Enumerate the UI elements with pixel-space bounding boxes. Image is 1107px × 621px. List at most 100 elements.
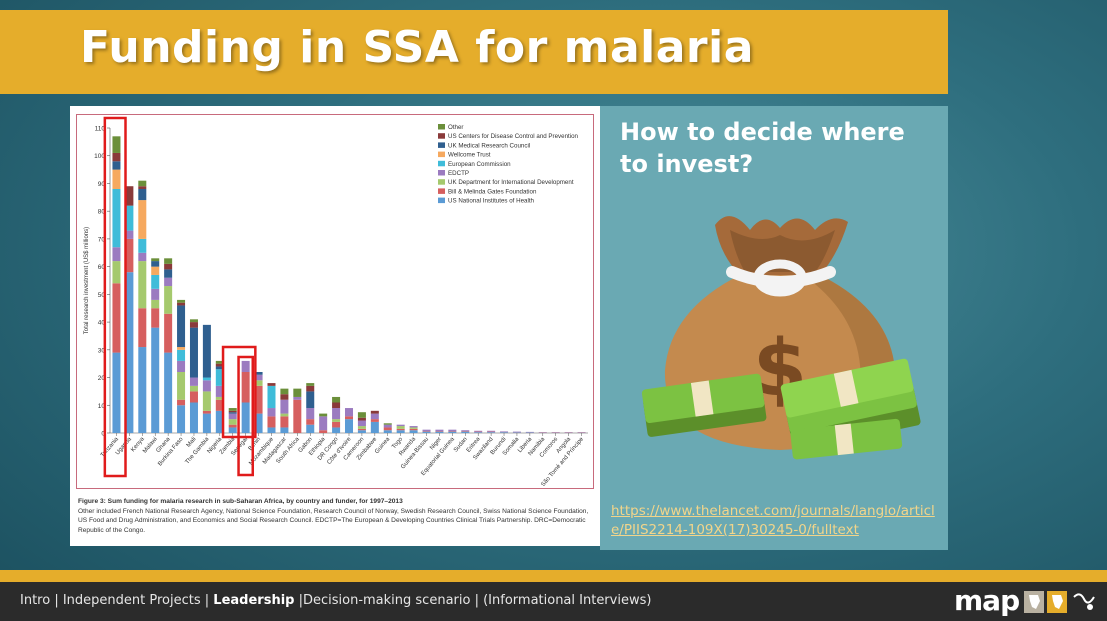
bar-segment [151, 288, 160, 300]
bar-segment [461, 431, 470, 433]
legend-label: Bill & Melinda Gates Foundation [448, 188, 537, 195]
bar-segment [112, 261, 121, 284]
bar-segment [370, 410, 379, 414]
bar-segment [177, 372, 186, 400]
y-tick-label: 10 [98, 403, 106, 410]
bar-segment [280, 394, 289, 400]
caption-title: Figure 3: Sum funding for malaria resear… [78, 498, 403, 505]
bar-segment [487, 431, 496, 433]
bar-segment [383, 430, 392, 433]
bar-segment [267, 385, 276, 409]
bar-segment [370, 413, 379, 420]
bar-segment [112, 152, 121, 162]
bar-segment [280, 388, 289, 395]
bar-segment [487, 432, 496, 433]
bar-segment [396, 430, 405, 433]
legend-swatch [438, 179, 445, 185]
bar-segment [228, 424, 237, 428]
bar-segment [383, 424, 392, 428]
bar-segment [474, 432, 483, 433]
bar-segment [254, 413, 263, 433]
bar-segment [254, 380, 263, 386]
bar-segment [383, 423, 392, 425]
bar-segment [228, 419, 237, 425]
legend-swatch [438, 151, 445, 158]
bar-segment [512, 432, 521, 433]
bar-segment [151, 274, 160, 289]
legend-swatch [438, 170, 445, 176]
legend-label: US Centers for Disease Control and Preve… [448, 133, 579, 140]
bar-segment [164, 269, 173, 278]
bar-segment [344, 419, 354, 433]
bar-segment [435, 429, 444, 432]
bar-segment [267, 408, 276, 417]
bar-segment [474, 431, 483, 433]
bar-segment [396, 428, 405, 431]
footer-accent-stripe [0, 570, 1107, 582]
bar-segment [306, 424, 315, 433]
bar-segment [344, 416, 354, 420]
y-tick-label: 100 [94, 153, 105, 160]
nav-separator: | [294, 593, 303, 608]
y-tick-label: 110 [95, 126, 106, 133]
bar-segment [164, 352, 173, 433]
legend-swatch [438, 133, 445, 139]
y-tick-label: 0 [101, 431, 105, 438]
bar-segment [138, 238, 147, 253]
money-bag-icon: $ [641, 216, 921, 460]
bar-segment [112, 189, 121, 248]
figure-caption: Figure 3: Sum funding for malaria resear… [78, 497, 593, 535]
bar-segment [112, 161, 121, 170]
bar-segment [332, 421, 341, 428]
bar-segment [189, 327, 198, 378]
y-tick-label: 80 [98, 209, 106, 216]
nav-item-2[interactable]: Leadership [213, 593, 295, 608]
bar-segment [177, 349, 186, 361]
bar-segment [177, 347, 186, 350]
bar-segment [228, 413, 237, 420]
bar-segment [138, 180, 147, 187]
legend-label: UK Medical Research Council [448, 142, 530, 149]
bar-segment [215, 385, 224, 397]
bar-segment [177, 405, 186, 433]
nav-item-4[interactable]: (Informational Interviews) [483, 593, 652, 608]
bar-segment [448, 429, 457, 432]
bar-segment [215, 366, 224, 370]
bar-segment [357, 412, 366, 418]
nav-separator: | [200, 593, 214, 608]
lancet-article-link[interactable]: https://www.thelancet.com/journals/langl… [611, 503, 935, 538]
bar-segment [228, 408, 237, 411]
y-tick-label: 40 [98, 320, 106, 327]
bar-segment [319, 416, 328, 431]
bar-segment [215, 360, 224, 364]
bar-segment [332, 419, 341, 422]
footer-bar [0, 582, 1107, 621]
bar-segment [422, 429, 431, 432]
bar-segment [332, 408, 341, 420]
bar-segment [370, 419, 379, 422]
highlight-box-senegal [237, 355, 255, 477]
bar-segment [189, 322, 198, 328]
nav-item-3[interactable]: Decision-making scenario [302, 593, 471, 608]
nav-item-1[interactable]: Independent Projects [62, 593, 201, 608]
bar-segment [357, 417, 366, 421]
bar-segment [202, 377, 211, 381]
bar-segment [396, 426, 405, 429]
bar-segment [332, 396, 341, 403]
bar-segment [344, 408, 354, 417]
bar-segment [164, 263, 173, 270]
bar-segment [112, 136, 121, 153]
bar-segment [125, 272, 134, 433]
legend-label: Wellcome Trust [448, 152, 491, 159]
bar-segment [512, 431, 521, 433]
bar-segment [422, 431, 431, 433]
legend-label: Other [448, 124, 463, 131]
bar-segment [202, 391, 211, 411]
bar-segment [112, 283, 121, 353]
question-text: How to decide where to invest? [620, 118, 905, 178]
footer-nav: Intro | Independent Projects | Leadershi… [20, 593, 651, 608]
bar-segment [254, 372, 263, 375]
nav-item-0[interactable]: Intro [20, 593, 51, 608]
bar-segment [332, 427, 341, 433]
y-axis-label: Total research investment (US$ millions) [84, 227, 90, 334]
